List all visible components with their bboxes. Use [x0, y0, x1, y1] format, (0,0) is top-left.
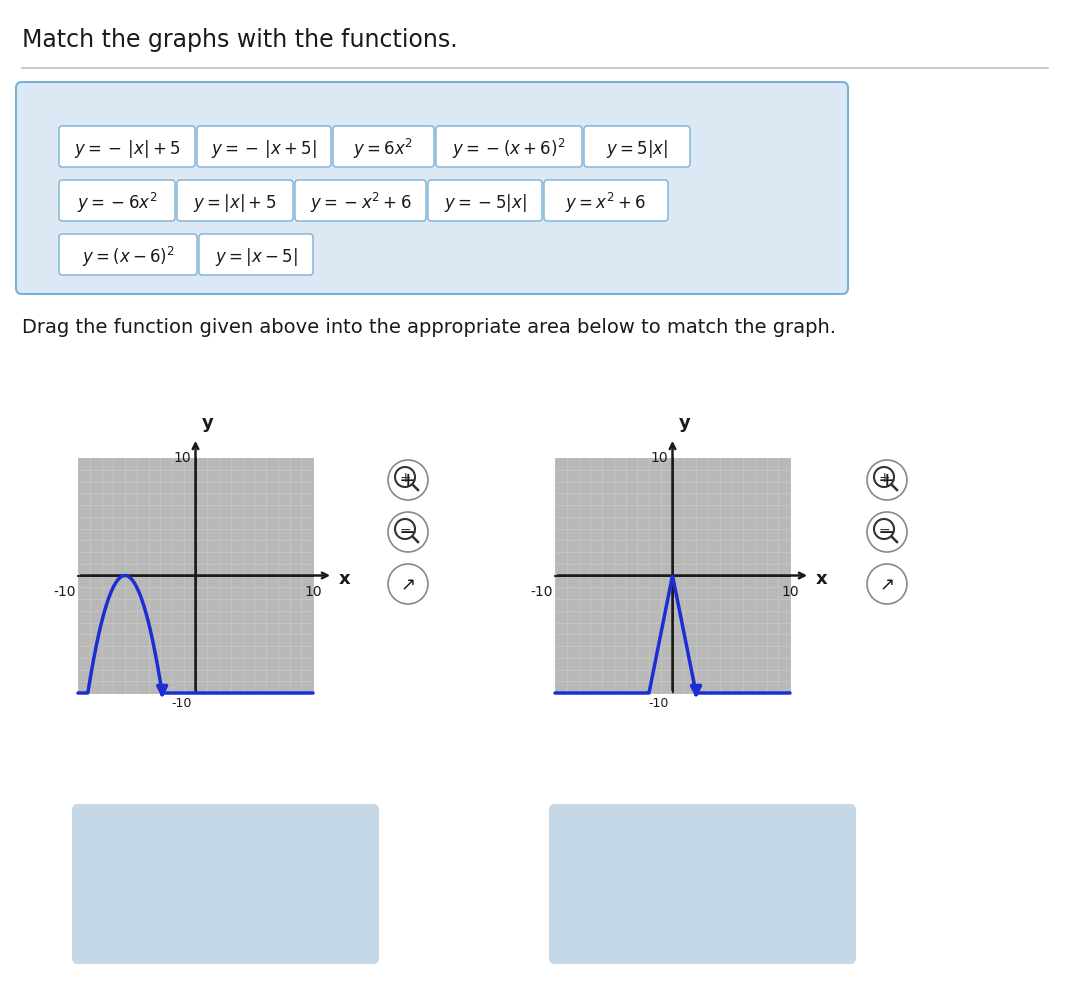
- FancyBboxPatch shape: [549, 804, 856, 964]
- Text: $y = -(x+6)^{2}$: $y = -(x+6)^{2}$: [453, 137, 566, 161]
- Text: ↗: ↗: [880, 576, 895, 594]
- FancyBboxPatch shape: [544, 180, 668, 221]
- Circle shape: [388, 512, 428, 552]
- Circle shape: [388, 564, 428, 604]
- FancyBboxPatch shape: [16, 82, 849, 294]
- Bar: [78, 458, 314, 693]
- Text: $y = (x-6)^{2}$: $y = (x-6)^{2}$: [81, 245, 174, 269]
- Text: $y = x^{2} + 6$: $y = x^{2} + 6$: [565, 191, 646, 215]
- Text: 10: 10: [781, 585, 799, 599]
- FancyBboxPatch shape: [59, 234, 197, 275]
- Text: $y = |x| + 5$: $y = |x| + 5$: [194, 192, 277, 214]
- Text: $y = -x^{2} + 6$: $y = -x^{2} + 6$: [309, 191, 411, 215]
- Circle shape: [867, 460, 907, 500]
- FancyBboxPatch shape: [177, 180, 293, 221]
- Text: 10: 10: [651, 451, 669, 465]
- Text: x: x: [816, 570, 827, 587]
- Text: 10: 10: [304, 585, 322, 599]
- FancyBboxPatch shape: [295, 180, 426, 221]
- FancyBboxPatch shape: [197, 126, 331, 167]
- Text: −: −: [877, 523, 897, 543]
- Text: +: +: [877, 471, 897, 491]
- FancyBboxPatch shape: [59, 180, 175, 221]
- Text: Match the graphs with the functions.: Match the graphs with the functions.: [22, 28, 458, 52]
- Text: $y = -\,|x + 5|$: $y = -\,|x + 5|$: [211, 138, 317, 160]
- Text: −: −: [399, 523, 411, 537]
- Text: −: −: [878, 523, 890, 537]
- Text: +: +: [399, 471, 417, 491]
- Text: y: y: [201, 414, 213, 432]
- FancyBboxPatch shape: [435, 126, 582, 167]
- FancyBboxPatch shape: [72, 804, 379, 964]
- Text: x: x: [339, 570, 351, 587]
- Text: $y = 6x^{2}$: $y = 6x^{2}$: [353, 137, 414, 161]
- Text: -10: -10: [54, 585, 76, 599]
- Text: -10: -10: [648, 697, 669, 710]
- FancyBboxPatch shape: [59, 126, 195, 167]
- Text: -10: -10: [171, 697, 192, 710]
- Circle shape: [867, 512, 907, 552]
- Text: +: +: [878, 471, 890, 485]
- FancyBboxPatch shape: [333, 126, 434, 167]
- Text: $y = 5|x|$: $y = 5|x|$: [606, 138, 668, 160]
- Text: −: −: [399, 523, 417, 543]
- FancyBboxPatch shape: [584, 126, 690, 167]
- Text: +: +: [399, 471, 411, 485]
- Circle shape: [867, 564, 907, 604]
- FancyBboxPatch shape: [428, 180, 542, 221]
- Text: $y = |x-5|$: $y = |x-5|$: [215, 246, 297, 268]
- Text: Drag the function given above into the appropriate area below to match the graph: Drag the function given above into the a…: [22, 318, 836, 337]
- FancyBboxPatch shape: [199, 234, 314, 275]
- Circle shape: [388, 460, 428, 500]
- Text: y: y: [678, 414, 690, 432]
- Text: -10: -10: [531, 585, 553, 599]
- Text: $y = -\,|x| + 5$: $y = -\,|x| + 5$: [74, 138, 180, 160]
- Text: $y = -6x^{2}$: $y = -6x^{2}$: [77, 191, 157, 215]
- Text: ↗: ↗: [400, 576, 415, 594]
- Text: 10: 10: [173, 451, 192, 465]
- Text: $y = -5|x|$: $y = -5|x|$: [444, 192, 526, 214]
- Bar: [555, 458, 790, 693]
